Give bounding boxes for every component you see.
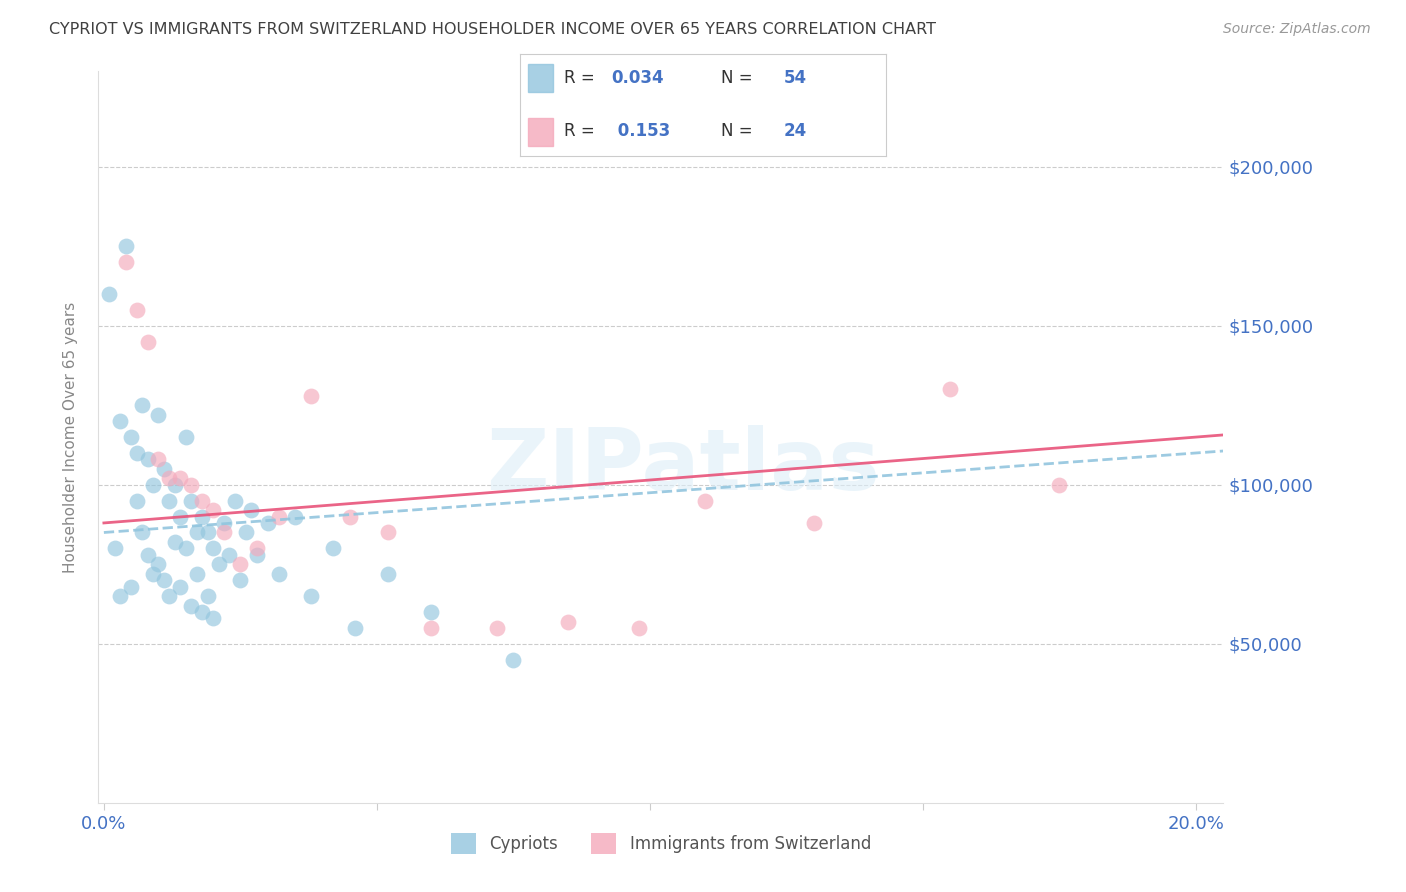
Text: 0.034: 0.034 xyxy=(612,70,664,87)
Point xyxy=(202,541,225,556)
Text: R =: R = xyxy=(564,70,600,87)
Point xyxy=(169,471,191,485)
Point xyxy=(485,621,508,635)
Point xyxy=(191,509,214,524)
Point xyxy=(212,516,235,530)
Point xyxy=(256,516,278,530)
Point xyxy=(136,548,159,562)
Point xyxy=(110,414,132,428)
Point xyxy=(207,558,229,572)
Point xyxy=(157,589,180,603)
Point xyxy=(377,566,399,581)
Legend: Cypriots, Immigrants from Switzerland: Cypriots, Immigrants from Switzerland xyxy=(444,827,877,860)
Point xyxy=(157,471,180,485)
Text: 24: 24 xyxy=(783,122,807,140)
Point xyxy=(627,621,650,635)
Point xyxy=(180,599,202,613)
Point xyxy=(163,477,186,491)
Point xyxy=(114,239,136,253)
Point xyxy=(202,503,225,517)
Point xyxy=(212,525,235,540)
Point xyxy=(125,302,148,317)
Text: ZIPatlas: ZIPatlas xyxy=(486,425,880,508)
Point xyxy=(267,566,290,581)
Text: CYPRIOT VS IMMIGRANTS FROM SWITZERLAND HOUSEHOLDER INCOME OVER 65 YEARS CORRELAT: CYPRIOT VS IMMIGRANTS FROM SWITZERLAND H… xyxy=(49,22,936,37)
Point xyxy=(224,493,246,508)
Point xyxy=(197,525,219,540)
Point xyxy=(229,573,252,587)
Point xyxy=(163,535,186,549)
Bar xyxy=(527,118,553,145)
Point xyxy=(174,541,197,556)
Point xyxy=(202,611,225,625)
Point xyxy=(557,615,579,629)
Point xyxy=(339,509,361,524)
Point xyxy=(180,477,202,491)
Point xyxy=(120,430,142,444)
Point xyxy=(180,493,202,508)
Point xyxy=(148,408,170,422)
Point xyxy=(110,589,132,603)
Point xyxy=(125,446,148,460)
Point xyxy=(148,558,170,572)
Point xyxy=(299,589,322,603)
Point xyxy=(502,653,524,667)
Point xyxy=(136,452,159,467)
Point xyxy=(218,548,240,562)
Point xyxy=(344,621,367,635)
Point xyxy=(322,541,344,556)
Text: N =: N = xyxy=(721,70,758,87)
Point xyxy=(197,589,219,603)
Point xyxy=(148,452,170,467)
Point xyxy=(174,430,197,444)
Text: R =: R = xyxy=(564,122,600,140)
Point xyxy=(803,516,825,530)
Bar xyxy=(527,64,553,92)
Point xyxy=(1047,477,1070,491)
Point xyxy=(114,255,136,269)
Point xyxy=(104,541,127,556)
Point xyxy=(153,462,176,476)
Point xyxy=(131,525,153,540)
Point xyxy=(939,383,962,397)
Y-axis label: Householder Income Over 65 years: Householder Income Over 65 years xyxy=(63,301,77,573)
Point xyxy=(420,621,443,635)
Point xyxy=(136,334,159,349)
Point xyxy=(420,605,443,619)
Point xyxy=(299,389,322,403)
Text: 54: 54 xyxy=(783,70,807,87)
Point xyxy=(120,580,142,594)
Point xyxy=(142,566,165,581)
Point xyxy=(142,477,165,491)
Point xyxy=(157,493,180,508)
Point xyxy=(229,558,252,572)
Point xyxy=(186,525,208,540)
Point xyxy=(169,509,191,524)
Point xyxy=(246,541,269,556)
Text: N =: N = xyxy=(721,122,758,140)
Point xyxy=(240,503,263,517)
Point xyxy=(186,566,208,581)
Point xyxy=(153,573,176,587)
Point xyxy=(131,398,153,412)
Point xyxy=(169,580,191,594)
Point xyxy=(693,493,716,508)
Point xyxy=(267,509,290,524)
Point xyxy=(191,493,214,508)
Point xyxy=(235,525,257,540)
Point xyxy=(377,525,399,540)
Point xyxy=(246,548,269,562)
Text: Source: ZipAtlas.com: Source: ZipAtlas.com xyxy=(1223,22,1371,37)
Point xyxy=(125,493,148,508)
Point xyxy=(98,287,121,301)
Point xyxy=(284,509,307,524)
Text: 0.153: 0.153 xyxy=(612,122,669,140)
Point xyxy=(191,605,214,619)
